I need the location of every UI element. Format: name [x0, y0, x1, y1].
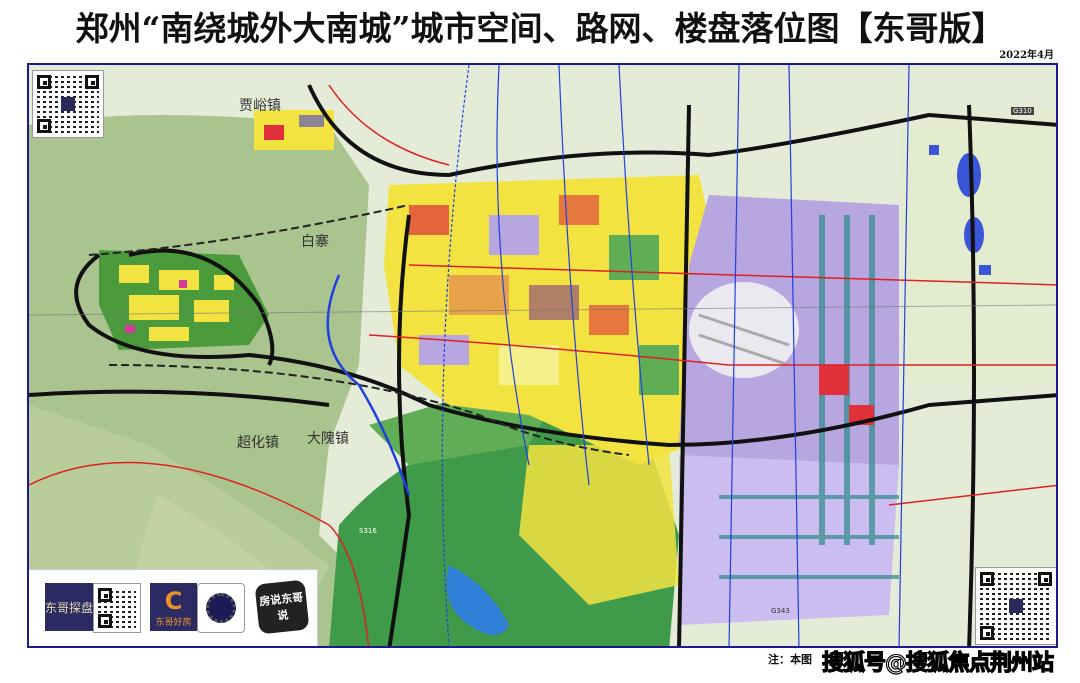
brand-logo-dongge-haofang: C 东哥好房 — [150, 583, 197, 631]
qr-finder — [85, 75, 99, 89]
west-urban-accent-blocks — [125, 280, 187, 333]
qr-center-logo — [61, 97, 75, 111]
northeast-water-blocks — [929, 145, 991, 275]
watermark: 搜狐号@搜狐焦点荆州站 — [821, 650, 1054, 676]
c-logo-icon: C — [164, 586, 183, 615]
map-date: 2022年4月 — [999, 50, 1054, 61]
qr-finder — [37, 119, 51, 133]
qr-finder — [37, 75, 51, 89]
brand-logo-fangshuo: 房说东哥说 — [254, 579, 310, 635]
map-svg — [29, 65, 1056, 646]
brand-logo-panel: 东哥探盘 C 东哥好房 房说东哥说 — [29, 569, 318, 646]
railways — [88, 204, 630, 456]
map-title: 郑州“南绕城外大南城”城市空间、路网、楼盘落位图【东哥版】 — [75, 9, 1005, 48]
mini-program-center — [206, 593, 236, 623]
southern-hills-ridge — [369, 395, 549, 465]
qr-finder — [98, 588, 112, 602]
reservoir — [446, 565, 509, 635]
qr-finder — [980, 626, 994, 640]
place-label: 白寨 — [301, 234, 329, 250]
qr-code-top-left — [32, 70, 104, 138]
qr-code — [93, 583, 141, 633]
footer-note: 注：本图 — [768, 653, 812, 666]
blue-roads — [326, 65, 910, 646]
mini-program-code — [197, 583, 245, 633]
qr-finder — [98, 614, 112, 628]
qr-code-bottom-right — [975, 567, 1056, 645]
place-label: 大隗镇 — [307, 431, 349, 447]
arterial-roads — [29, 84, 1056, 646]
highway-label: S316 — [359, 527, 377, 535]
brand-logo-dongge-tanpan: 东哥探盘 — [45, 583, 93, 631]
brand-logo-label: 东哥好房 — [155, 617, 192, 628]
highway-label: G343 — [771, 607, 790, 615]
south-east-district — [679, 455, 899, 625]
place-label: 超化镇 — [237, 435, 279, 451]
minor-road — [29, 304, 1056, 316]
highway-label: G310 — [1011, 107, 1034, 115]
west-urban-blocks — [119, 265, 234, 341]
jiayu-blocks — [254, 110, 334, 150]
qr-center-logo — [1009, 599, 1023, 613]
qr-finder — [1038, 572, 1052, 586]
place-label: 贾峪镇 — [239, 98, 281, 114]
qr-finder — [980, 572, 994, 586]
map-canvas[interactable]: 贾峪镇 白寨 超化镇 大隗镇 G310 G343 S316 东哥探盘 C 东哥好… — [27, 63, 1058, 648]
south-central-urban — [519, 445, 679, 605]
airport-runways — [698, 313, 790, 367]
